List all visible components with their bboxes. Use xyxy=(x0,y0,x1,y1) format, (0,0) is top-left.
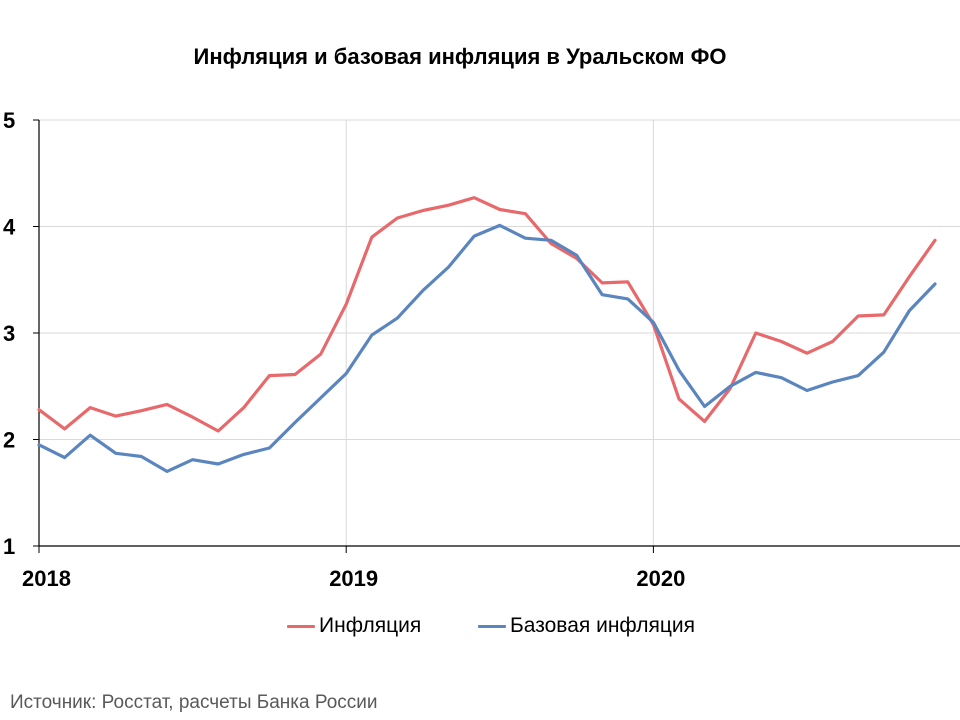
grid xyxy=(39,119,960,546)
chart-plot: 1 2 3 4 5 2018 2019 2020 xyxy=(3,108,960,591)
x-tick-label: 2019 xyxy=(329,566,378,591)
legend-item-core-inflation: Базовая инфляция xyxy=(478,614,695,638)
legend: Инфляция Базовая инфляция xyxy=(0,614,960,642)
x-tick-label: 2020 xyxy=(636,566,685,591)
chart-title: Инфляция и базовая инфляция в Уральском … xyxy=(193,44,727,69)
y-tick-label: 3 xyxy=(3,321,15,346)
legend-label-core-inflation: Базовая инфляция xyxy=(510,614,696,637)
legend-swatch-core-inflation xyxy=(478,624,506,628)
x-tick-label: 2018 xyxy=(22,566,71,591)
legend-swatch-inflation xyxy=(287,624,315,628)
series-lines xyxy=(37,196,937,473)
y-tick-label: 4 xyxy=(3,215,16,240)
axes xyxy=(33,119,960,553)
source-note: Источник: Росстат, расчеты Банка России xyxy=(10,692,378,713)
series-line-core-inflation xyxy=(37,223,937,473)
y-tick-label: 2 xyxy=(3,428,15,453)
y-tick-label: 1 xyxy=(3,534,15,559)
legend-label-inflation: Инфляция xyxy=(319,614,422,637)
tick-labels: 1 2 3 4 5 2018 2019 2020 xyxy=(3,108,685,591)
y-tick-label: 5 xyxy=(3,108,15,133)
legend-item-inflation: Инфляция xyxy=(287,614,421,638)
series-line-inflation xyxy=(37,196,937,433)
